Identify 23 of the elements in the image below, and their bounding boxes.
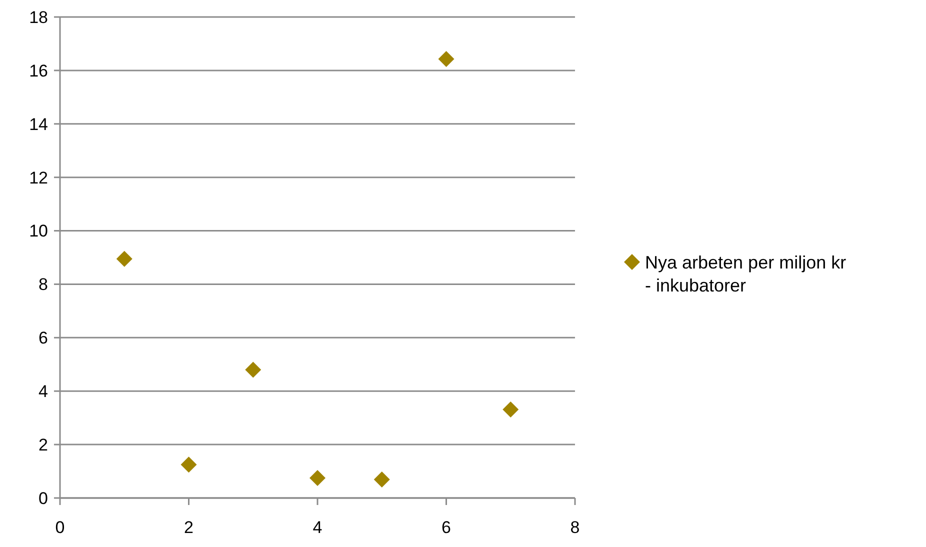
- point: [180, 456, 197, 473]
- legend-label: Nya arbeten per miljon kr - inkubatorer: [645, 252, 846, 296]
- point: [310, 470, 326, 486]
- y-tick-label: 14: [29, 114, 48, 134]
- point: [116, 250, 132, 267]
- point: [438, 50, 454, 67]
- point: [502, 402, 519, 418]
- y-tick-label: 0: [38, 488, 48, 508]
- y-tick-label: 16: [29, 61, 48, 80]
- point: [374, 472, 390, 488]
- y-tick-label: 12: [29, 168, 48, 188]
- x-tick-label: 6: [442, 518, 451, 537]
- x-tick-label: 4: [312, 518, 322, 537]
- point: [245, 362, 262, 378]
- y-tick-label: 2: [38, 436, 48, 455]
- y-tick-label: 6: [38, 328, 48, 348]
- x-tick-label: 0: [55, 518, 65, 537]
- y-tick-label: 18: [29, 8, 48, 27]
- x-tick-label: 2: [184, 518, 194, 537]
- y-tick-label: 10: [29, 222, 48, 241]
- x-tick-label: 8: [570, 518, 580, 537]
- y-tick-label: 4: [38, 382, 48, 402]
- y-tick-label: 8: [38, 275, 48, 294]
